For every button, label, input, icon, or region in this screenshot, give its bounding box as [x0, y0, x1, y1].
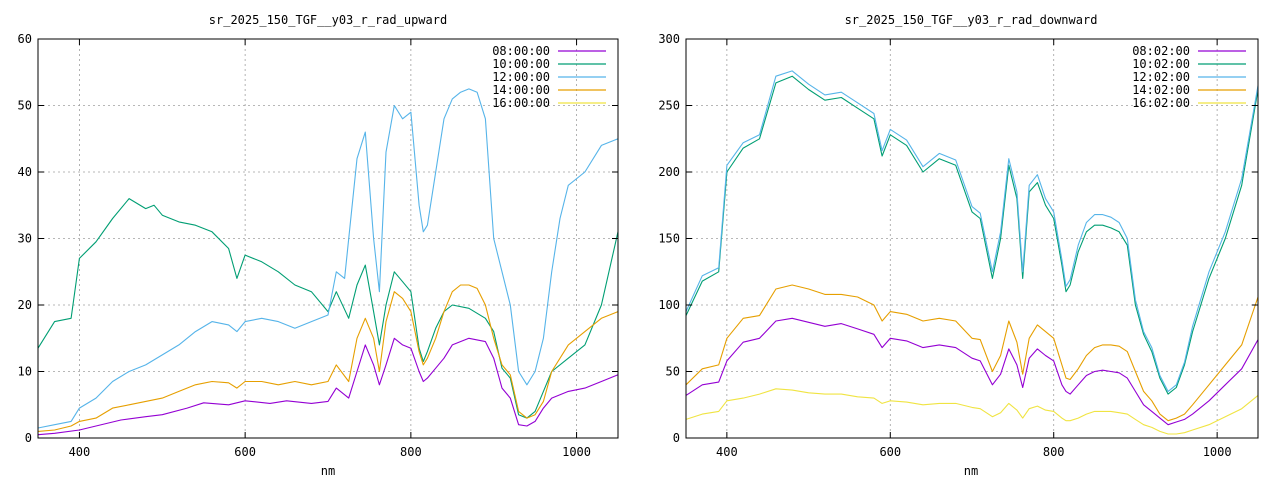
y-tick-label: 40 [18, 165, 32, 179]
x-tick-label: 600 [234, 445, 256, 459]
legend-label: 08:02:00 [1132, 44, 1190, 58]
y-tick-label: 50 [666, 365, 680, 379]
chart-downward: sr_2025_150_TGF__y03_r_rad_downward nm 0… [658, 13, 1259, 478]
y-tick-label: 10 [18, 365, 32, 379]
x-tick-label: 400 [716, 445, 738, 459]
y-tick-label: 60 [18, 32, 32, 46]
series-line [685, 317, 1259, 426]
series-line [685, 284, 1259, 422]
legend-label: 12:02:00 [1132, 70, 1190, 84]
legend-label: 14:02:00 [1132, 83, 1190, 97]
series-line [37, 198, 619, 419]
legend-label: 10:02:00 [1132, 57, 1190, 71]
chart-upward: sr_2025_150_TGF__y03_r_rad_upward nm 0 10… [18, 13, 619, 478]
legend-label: 08:00:00 [492, 44, 550, 58]
x-tick-label: 1000 [562, 445, 591, 459]
y-tick-label: 100 [658, 298, 680, 312]
y-tick-label: 30 [18, 232, 32, 246]
series-line [685, 70, 1259, 392]
x-tick-label: 600 [879, 445, 901, 459]
y-tick-label: 0 [673, 431, 680, 445]
y-tick-label: 200 [658, 165, 680, 179]
x-tick-label: 400 [69, 445, 91, 459]
y-tick-label: 300 [658, 32, 680, 46]
y-tick-label: 250 [658, 99, 680, 113]
y-tick-label: 50 [18, 99, 32, 113]
series-line [37, 284, 619, 432]
chart-title: sr_2025_150_TGF__y03_r_rad_upward [209, 13, 447, 27]
x-axis-label: nm [964, 464, 978, 478]
y-tick-label: 0 [25, 431, 32, 445]
x-tick-label: 1000 [1203, 445, 1232, 459]
series-line [37, 88, 619, 429]
legend-label: 12:00:00 [492, 70, 550, 84]
series-line [37, 337, 619, 436]
series-line [685, 75, 1259, 395]
x-axis-label: nm [321, 464, 335, 478]
chart-title: sr_2025_150_TGF__y03_r_rad_downward [845, 13, 1098, 27]
legend-label: 16:02:00 [1132, 96, 1190, 110]
legend-label: 14:00:00 [492, 83, 550, 97]
x-tick-label: 800 [1043, 445, 1065, 459]
legend-label: 10:00:00 [492, 57, 550, 71]
y-tick-label: 150 [658, 232, 680, 246]
series-line [685, 388, 1259, 435]
y-tick-label: 20 [18, 298, 32, 312]
x-tick-label: 800 [400, 445, 422, 459]
legend-label: 16:00:00 [492, 96, 550, 110]
